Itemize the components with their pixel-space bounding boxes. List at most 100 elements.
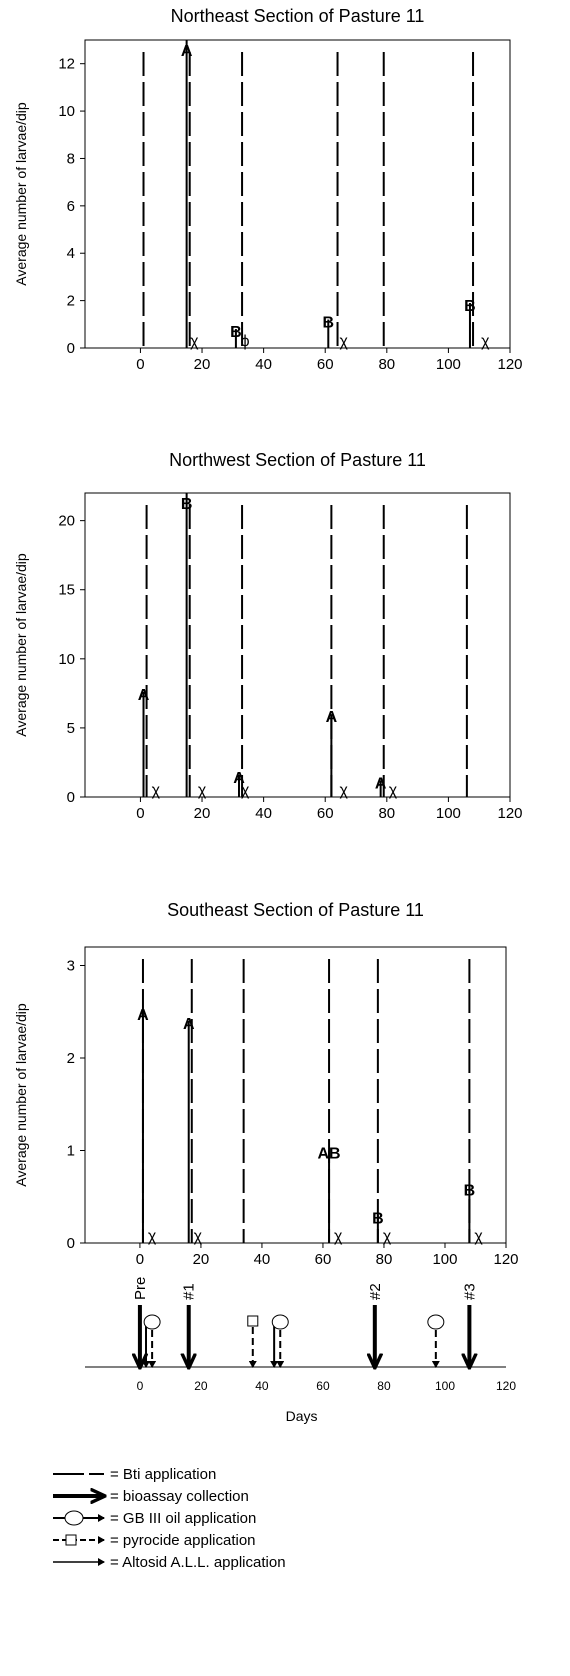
x-tick-label: 20 (194, 356, 211, 373)
significance-symbol: χ (190, 333, 199, 350)
y-tick-label: 10 (58, 651, 75, 668)
legend-text: = Altosid A.L.L. application (110, 1554, 286, 1571)
bioassay-label: #2 (367, 1283, 384, 1300)
significance-symbol: χ (383, 1228, 392, 1245)
bar-group-letter: A (375, 775, 387, 792)
y-tick-label: 3 (67, 958, 75, 975)
x-tick-label: 80 (378, 805, 395, 822)
timeline-tick-label: 120 (496, 1379, 516, 1393)
x-tick-label: 120 (497, 356, 522, 373)
legend-item-bti: = Bti application (53, 1466, 216, 1483)
y-tick-label: 1 (67, 1143, 75, 1160)
y-tick-label: 5 (67, 720, 75, 737)
significance-symbol: ϕ (241, 333, 250, 350)
plot-frame (84, 39, 511, 349)
x-tick-label: 100 (436, 356, 461, 373)
legend-text: = GB III oil application (110, 1510, 256, 1527)
panel-2: Northwest Section of Pasture 11 Average n… (13, 450, 523, 822)
x-tick-label: 60 (317, 805, 334, 822)
bioassay-label: #1 (181, 1283, 198, 1300)
x-tick-label: 100 (436, 805, 461, 822)
significance-symbol: χ (481, 333, 490, 350)
bar-group-letter: A (181, 43, 193, 60)
plot-frame (84, 946, 507, 1244)
significance-symbol: χ (339, 333, 348, 350)
y-axis-label: Average number of larvae/dip (13, 553, 29, 737)
y-tick-label: 4 (67, 245, 75, 262)
x-tick-label: 120 (493, 1251, 518, 1268)
significance-symbol: χ (198, 782, 207, 799)
x-tick-label: 120 (497, 805, 522, 822)
significance-symbol: χ (148, 1228, 157, 1245)
bioassay-label: #3 (461, 1283, 478, 1300)
significance-symbol: χ (389, 782, 398, 799)
x-tick-label: 100 (432, 1251, 457, 1268)
significance-symbol: χ (334, 1228, 343, 1245)
bar-group-letter: B (372, 1210, 384, 1227)
x-tick-label: 0 (136, 805, 144, 822)
chart-title: Southeast Section of Pasture 11 (167, 900, 424, 920)
bar-group-letter: AB (318, 1146, 341, 1163)
bar-group-letter: A (183, 1016, 195, 1033)
y-tick-label: 2 (67, 293, 75, 310)
x-tick-label: 40 (255, 805, 272, 822)
y-tick-label: 6 (67, 198, 75, 215)
legend-item-pyrocide: = pyrocide application (53, 1532, 256, 1549)
bar-group-letter: B (323, 315, 335, 332)
x-tick-label: 40 (254, 1251, 271, 1268)
legend-text: = bioassay collection (110, 1488, 249, 1505)
x-tick-label: 40 (255, 356, 272, 373)
bioassay-label: Pre (132, 1277, 149, 1300)
y-tick-label: 10 (58, 103, 75, 120)
timeline-tick-label: 100 (435, 1379, 455, 1393)
y-tick-label: 15 (58, 582, 75, 599)
oil-marker (143, 1314, 161, 1330)
y-axis-label: Average number of larvae/dip (13, 102, 29, 286)
timeline-tick-label: 80 (377, 1379, 391, 1393)
y-tick-label: 0 (67, 1235, 75, 1252)
bar-group-letter: A (326, 709, 338, 726)
panel-3: Southeast Section of Pasture 11 Average n… (13, 900, 519, 1268)
legend-text: = Bti application (110, 1466, 216, 1483)
timeline-tick-label: 60 (316, 1379, 330, 1393)
x-tick-label: 60 (315, 1251, 332, 1268)
legend-text: = pyrocide application (110, 1532, 256, 1549)
y-tick-label: 2 (67, 1050, 75, 1067)
y-tick-label: 0 (67, 340, 75, 357)
treatment-timeline: 0 20 40 60 80 100 120 Days Pre #1 #2 #3 (85, 1277, 516, 1424)
timeline-tick-label: 20 (194, 1379, 208, 1393)
pyrocide-marker (247, 1315, 259, 1327)
bar-group-letter: A (137, 1007, 149, 1024)
timeline-tick-label: 40 (255, 1379, 269, 1393)
x-tick-label: 80 (376, 1251, 393, 1268)
oil-marker (271, 1314, 289, 1330)
bar-group-letter: B (464, 298, 476, 315)
bar-group-letter: B (230, 324, 242, 341)
legend: = Bti application = bioassay collection = … (53, 1466, 286, 1571)
x-tick-label: 20 (193, 1251, 210, 1268)
panel-1: Northeast Section of Pasture 11 Average n… (13, 6, 523, 373)
y-tick-label: 8 (67, 150, 75, 167)
legend-item-bioassay: = bioassay collection (53, 1488, 249, 1505)
significance-symbol: χ (339, 782, 348, 799)
pyrocide-sample-marker (65, 1534, 77, 1546)
significance-symbol: χ (152, 782, 161, 799)
x-tick-label: 20 (194, 805, 211, 822)
chart-title: Northwest Section of Pasture 11 (169, 450, 426, 470)
x-tick-label: 60 (317, 356, 334, 373)
timeline-tick-label: 0 (137, 1379, 144, 1393)
y-tick-label: 0 (67, 789, 75, 806)
x-tick-label: 0 (136, 1251, 144, 1268)
significance-symbol: χ (241, 782, 250, 799)
legend-item-altosid: = Altosid A.L.L. application (53, 1554, 286, 1571)
bar-group-letter: A (138, 687, 150, 704)
oil-marker (427, 1314, 445, 1330)
chart-title: Northeast Section of Pasture 11 (171, 6, 425, 26)
x-axis-label: Days (286, 1408, 318, 1424)
bar-group-letter: B (181, 496, 193, 513)
bar-group-letter: B (464, 1183, 476, 1200)
legend-item-oil: = GB III oil application (53, 1510, 256, 1527)
x-tick-label: 0 (136, 356, 144, 373)
significance-symbol: χ (194, 1228, 203, 1245)
